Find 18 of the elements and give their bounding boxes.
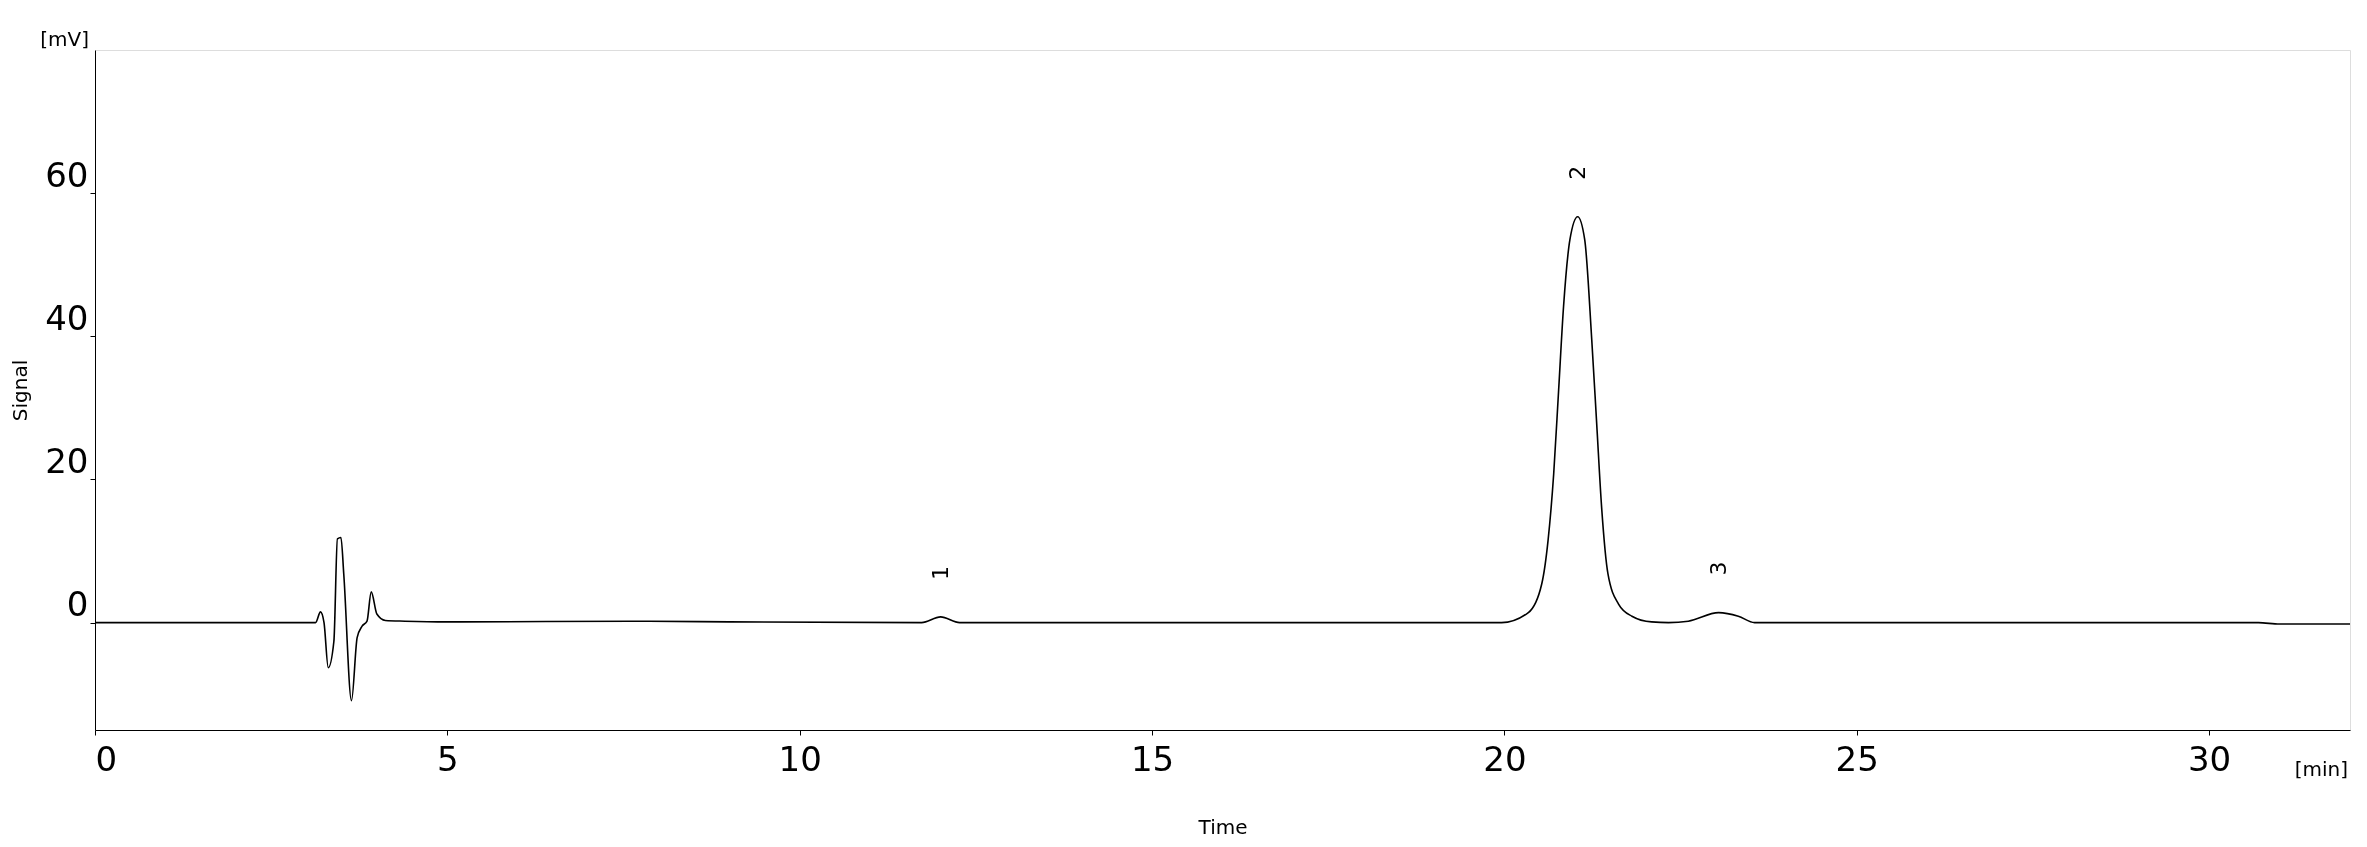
y-tick-label: 0: [66, 584, 89, 625]
x-axis-title: Time: [1197, 814, 1248, 839]
text: [mV]: [40, 27, 89, 51]
x-tick-label: 20: [1483, 738, 1527, 779]
y-axis-title: Signal: [8, 359, 33, 422]
x-tick-label: 10: [778, 738, 822, 779]
annotation: 2: [1564, 165, 1590, 180]
x-tick-label: 30: [2187, 738, 2232, 779]
annotation: 3: [1705, 561, 1731, 576]
x-tick-label: 5: [437, 738, 459, 779]
x-tick-label: 0: [95, 738, 118, 779]
y-tick-label: 60: [45, 154, 89, 195]
x-tick-label: 25: [1835, 738, 1879, 779]
x-tick-label: 15: [1130, 738, 1175, 779]
y-tick-label: 40: [45, 297, 89, 338]
text: [min]: [2294, 757, 2348, 781]
y-tick-label: 20: [45, 440, 89, 481]
annotation: 1: [927, 565, 953, 580]
